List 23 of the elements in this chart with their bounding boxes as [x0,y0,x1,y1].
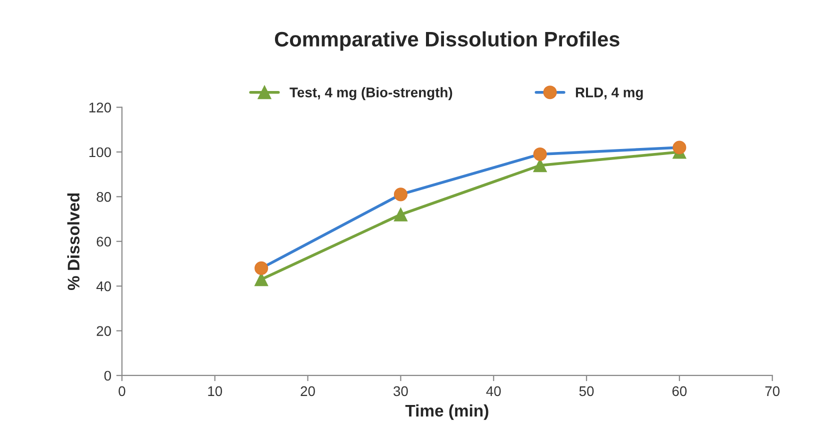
x-tick-label: 40 [486,386,501,396]
x-axis-title: Time (min) [405,404,488,420]
x-tick-label: 30 [394,386,408,396]
legend-label: RLD, 4 mg [576,88,643,100]
chart-title: Commparative Dissolution Profiles [274,31,620,51]
point [254,272,268,286]
y-tick-label: 20 [96,326,111,336]
y-tick-label: 60 [96,236,111,247]
y-tick-label: 0 [104,370,111,381]
x-tick-label: 70 [765,386,780,396]
x-tick-label: 0 [118,386,126,396]
x-tick-label: 50 [579,386,594,396]
y-axis-title: % Dissolved [67,193,80,290]
point [394,208,408,222]
y-tick-label: 80 [96,192,111,202]
y-tick-label: 100 [89,147,111,158]
y-tick-label: 120 [89,102,111,112]
x-tick-label: 20 [300,386,315,396]
x-tick-label: 10 [208,386,222,396]
y-tick-label: 40 [96,281,111,292]
legend-label: Test, 4 mg (Bio-strength) [290,87,452,100]
point [533,158,547,172]
x-tick-label: 60 [672,386,687,396]
